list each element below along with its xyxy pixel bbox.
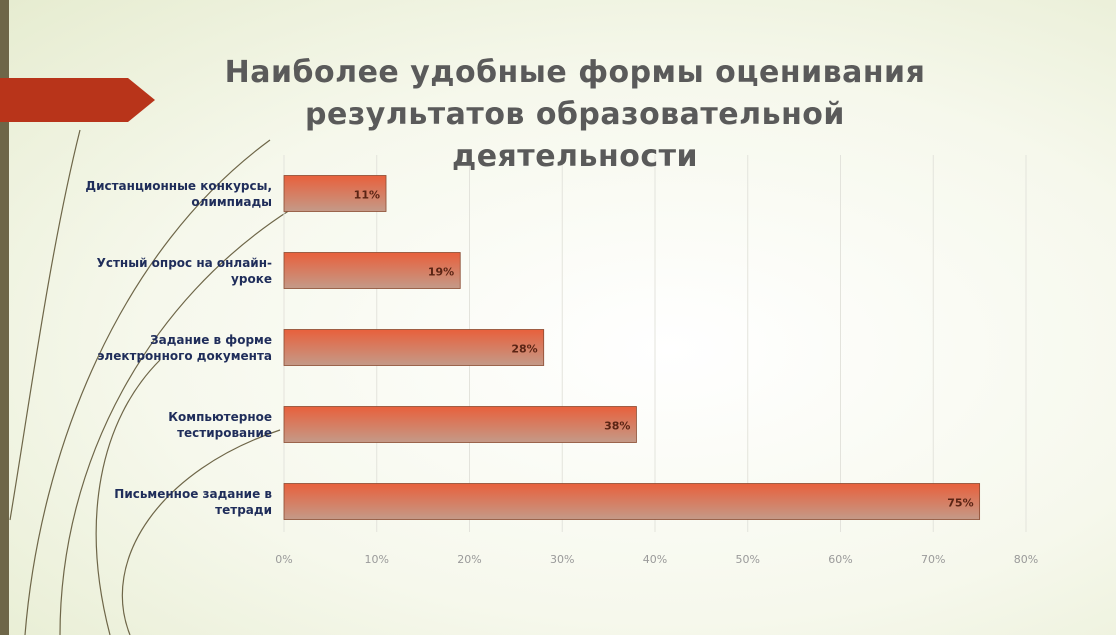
category-label: Письменное задание в тетради: [114, 486, 272, 517]
x-tick-label: 60%: [828, 553, 852, 566]
value-label: 11%: [354, 189, 380, 202]
arrow-decoration: [0, 78, 155, 122]
category-label: Устный опрос на онлайн-уроке: [96, 255, 272, 286]
x-tick-label: 0%: [275, 553, 292, 566]
x-tick-label: 70%: [921, 553, 945, 566]
x-tick-label: 30%: [550, 553, 574, 566]
bar: [283, 175, 387, 212]
x-tick-label: 10%: [365, 553, 389, 566]
value-label: 19%: [428, 266, 454, 279]
x-tick-label: 80%: [1014, 553, 1038, 566]
category-label: Дистанционные конкурсы, олимпиады: [85, 178, 272, 209]
curve-decoration: [9, 129, 291, 635]
bar: [283, 483, 981, 520]
bar: [283, 252, 461, 289]
side-strip: [0, 0, 9, 635]
value-label: 38%: [604, 420, 630, 433]
bar: [283, 329, 545, 366]
category-label: Задание в форме электронного документа: [97, 332, 272, 363]
value-label: 75%: [947, 497, 973, 510]
value-label: 28%: [511, 343, 537, 356]
x-tick-label: 50%: [736, 553, 760, 566]
x-tick-label: 40%: [643, 553, 667, 566]
x-tick-label: 20%: [457, 553, 481, 566]
category-label: Компьютерное тестирование: [168, 409, 272, 440]
chart-title: Наиболее удобные формы оценивания резуль…: [224, 55, 926, 174]
bar: [283, 406, 637, 443]
